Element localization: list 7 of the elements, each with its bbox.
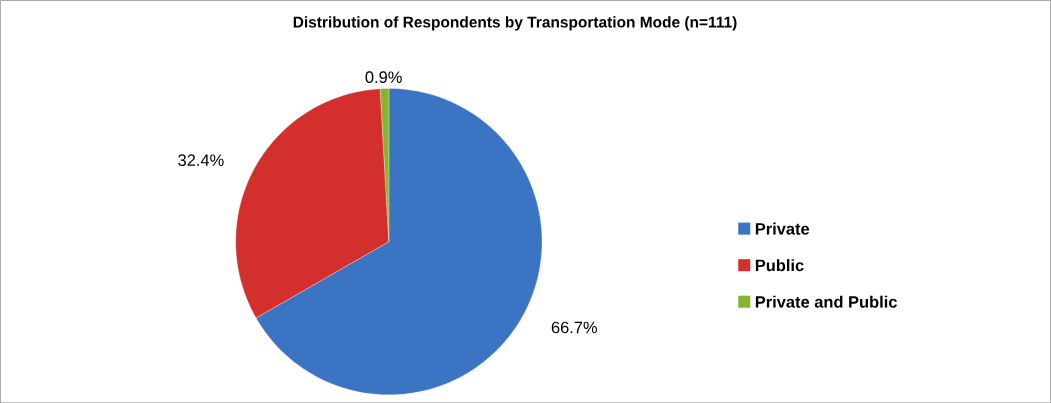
chart-title: Distribution of Respondents by Transportation Mode (n=111)	[293, 16, 737, 31]
legend-label: Private and Public	[755, 295, 897, 308]
legend-label: Public	[755, 259, 804, 272]
data-label: 32.4%	[178, 154, 224, 166]
data-label: 66.7%	[551, 321, 598, 334]
legend-label: Private	[755, 222, 810, 235]
data-label: 0.9%	[365, 71, 402, 83]
